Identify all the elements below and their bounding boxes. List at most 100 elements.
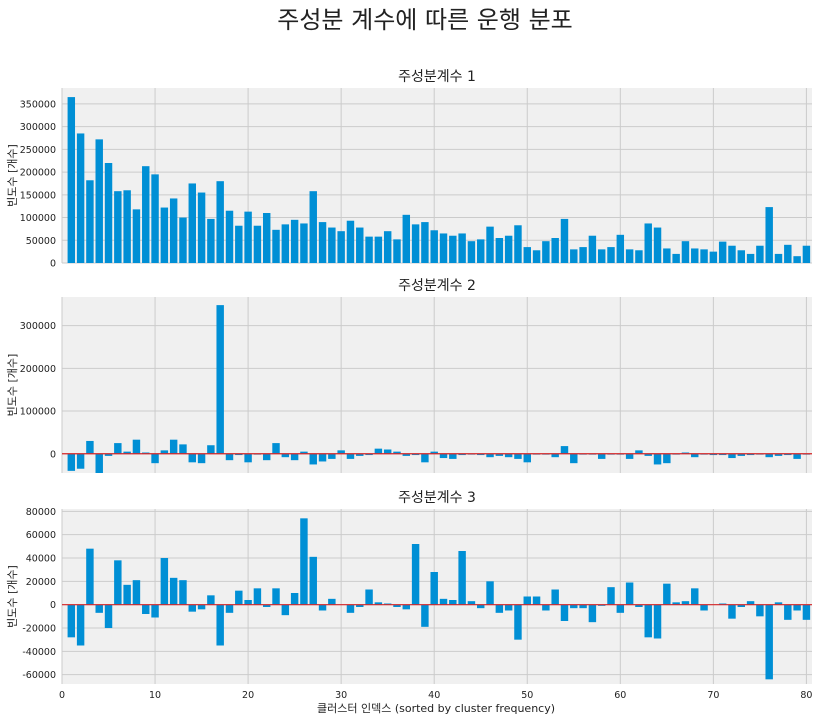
- bar: [504, 235, 513, 263]
- y-axis-label: 빈도수 [개수]: [6, 144, 19, 207]
- bar: [635, 450, 643, 454]
- bar: [235, 453, 243, 456]
- y-tick-label: 100000: [20, 213, 56, 224]
- bar: [514, 453, 522, 459]
- bar: [449, 235, 457, 263]
- y-tick-label: 20000: [26, 577, 56, 588]
- bar: [477, 239, 485, 263]
- bar: [86, 180, 94, 263]
- x-tick-label: 50: [521, 690, 533, 701]
- bar: [458, 233, 466, 263]
- bar: [625, 582, 634, 605]
- bar: [374, 236, 383, 263]
- x-tick-label: 60: [614, 690, 626, 701]
- bar: [784, 453, 792, 456]
- y-tick-label: 60000: [26, 530, 56, 541]
- bar: [551, 238, 559, 263]
- bar: [142, 604, 150, 614]
- bar: [691, 248, 699, 263]
- bar: [616, 604, 625, 613]
- bar: [560, 446, 569, 454]
- bar: [486, 226, 494, 263]
- bar: [784, 604, 792, 620]
- bar: [477, 453, 485, 456]
- bar: [644, 223, 652, 263]
- bar: [653, 453, 662, 465]
- bar: [365, 589, 373, 605]
- bar: [421, 453, 429, 463]
- bar: [253, 225, 262, 263]
- bar: [411, 544, 420, 605]
- bar: [365, 236, 373, 263]
- bar: [644, 453, 652, 456]
- bar: [225, 453, 234, 461]
- bar: [225, 604, 234, 613]
- bar: [123, 584, 131, 605]
- y-tick-label: 300000: [20, 321, 56, 332]
- bar: [597, 249, 606, 263]
- bar: [197, 453, 206, 464]
- bar: [560, 604, 569, 621]
- bar: [439, 453, 448, 459]
- x-tick-label: 0: [59, 690, 65, 701]
- bar: [458, 551, 466, 605]
- x-axis-label: 클러스터 인덱스 (sorted by cluster frequency): [317, 702, 555, 715]
- bar: [188, 453, 196, 463]
- bar: [328, 227, 336, 263]
- bar: [635, 250, 643, 263]
- bar: [681, 452, 690, 454]
- bar: [700, 249, 708, 263]
- bar: [709, 453, 718, 456]
- bar: [765, 207, 773, 263]
- bar: [132, 580, 141, 605]
- bar: [467, 601, 476, 605]
- panel-background: [62, 297, 812, 473]
- bar: [793, 453, 801, 459]
- bar: [160, 450, 169, 454]
- bar: [449, 600, 457, 605]
- bar: [486, 581, 494, 605]
- bar: [551, 453, 559, 458]
- y-tick-label: 0: [50, 259, 56, 270]
- bar: [635, 604, 643, 607]
- bar: [765, 453, 773, 458]
- bar: [244, 600, 252, 605]
- bar: [225, 210, 234, 263]
- bar: [691, 588, 699, 605]
- bar: [179, 580, 187, 605]
- bar: [532, 596, 541, 605]
- bar: [67, 604, 76, 638]
- bar: [486, 453, 494, 458]
- x-tick-label: 30: [335, 690, 347, 701]
- bar: [132, 209, 141, 263]
- bar: [504, 453, 513, 458]
- bar: [365, 453, 373, 456]
- bar: [774, 602, 783, 605]
- bar: [309, 453, 317, 465]
- y-tick-label: 200000: [20, 364, 56, 375]
- bar: [681, 241, 690, 263]
- bar: [67, 453, 76, 471]
- panel-title: 주성분계수 2: [398, 278, 476, 294]
- bar: [570, 249, 578, 263]
- bar: [774, 253, 783, 263]
- bar: [262, 604, 271, 607]
- bar: [793, 256, 801, 263]
- bar: [123, 190, 131, 263]
- bar: [570, 453, 578, 464]
- bar: [76, 604, 85, 646]
- bar: [235, 590, 243, 605]
- bar: [718, 241, 727, 263]
- bar: [560, 218, 569, 263]
- bar: [700, 604, 708, 611]
- bar: [542, 241, 550, 263]
- bar: [244, 453, 252, 463]
- bar: [207, 445, 215, 454]
- bar: [523, 247, 531, 263]
- bar: [76, 453, 85, 469]
- bar: [76, 133, 85, 263]
- panel-title: 주성분계수 3: [398, 490, 476, 506]
- bar: [169, 439, 178, 454]
- bar: [169, 577, 178, 605]
- bar: [802, 245, 811, 263]
